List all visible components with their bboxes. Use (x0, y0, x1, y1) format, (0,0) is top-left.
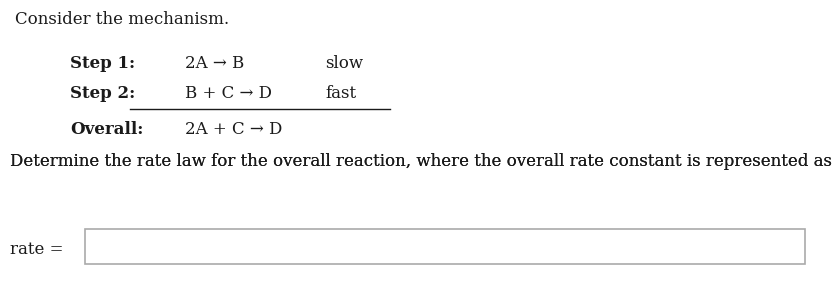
Text: Consider the mechanism.: Consider the mechanism. (15, 10, 229, 27)
Text: rate =: rate = (10, 240, 63, 257)
Text: B + C → D: B + C → D (185, 86, 272, 103)
Text: Step 1:: Step 1: (70, 55, 135, 73)
Text: Determine the rate law for the overall reaction, where the overall rate constant: Determine the rate law for the overall r… (10, 153, 833, 170)
Text: slow: slow (325, 55, 363, 73)
Text: fast: fast (325, 86, 357, 103)
Text: Determine the rate law for the overall reaction, where the overall rate constant: Determine the rate law for the overall r… (10, 153, 833, 170)
Text: Step 2:: Step 2: (70, 86, 135, 103)
Text: 2A → B: 2A → B (185, 55, 244, 73)
Bar (85, 229, 805, 264)
Text: Overall:: Overall: (70, 121, 143, 138)
Text: 2A + C → D: 2A + C → D (185, 121, 282, 138)
